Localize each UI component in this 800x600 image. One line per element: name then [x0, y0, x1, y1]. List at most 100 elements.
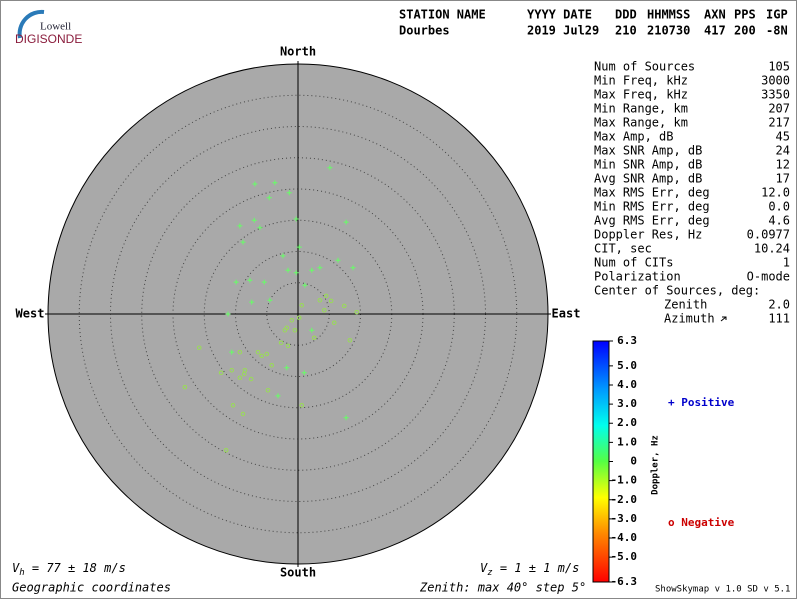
stat-label: Max Range, km	[594, 116, 688, 130]
source-positive	[317, 265, 323, 271]
velocity-symbol: V	[12, 561, 20, 575]
source-negative	[237, 375, 243, 381]
source-negative	[299, 302, 305, 308]
stat-label: Min RMS Err, deg	[594, 200, 710, 214]
logo-swoosh	[17, 9, 45, 39]
stat-value: 12.0	[761, 186, 790, 200]
colorbar-label: 4.0	[617, 378, 637, 391]
stat-label: CIT, sec	[594, 242, 652, 256]
colorbar-title: Doppler, Hz	[651, 435, 661, 495]
header-value: -8N	[766, 24, 788, 38]
source-negative	[331, 320, 337, 326]
stat-value: 12	[776, 158, 790, 172]
stat-label: Num of Sources	[594, 60, 695, 74]
compass-north: North	[280, 45, 316, 59]
velocity-subscript: h	[19, 568, 24, 578]
colorbar-label: -6.3	[611, 575, 638, 588]
stat-value: 217	[768, 116, 790, 130]
source-negative	[321, 307, 327, 313]
stat-value: 4.6	[768, 214, 790, 228]
logo-top: Lowell	[40, 21, 71, 33]
source-negative	[223, 447, 229, 453]
source-negative	[292, 327, 298, 333]
source-positive	[280, 253, 286, 259]
source-positive	[229, 349, 235, 355]
colorbar-label: 6.3	[617, 334, 637, 347]
source-negative	[341, 303, 347, 309]
source-positive	[272, 180, 278, 186]
stat-value: 10.24	[754, 242, 790, 256]
source-negative	[347, 337, 353, 343]
source-negative	[354, 309, 360, 315]
stat-label: Avg SNR Amp, dB	[594, 172, 702, 186]
source-negative	[323, 293, 329, 299]
source-negative	[229, 367, 235, 373]
colorbar-label: -1.0	[611, 474, 638, 487]
source-positive	[302, 282, 308, 288]
velocity-horizontal: Vh = 77 ± 18 m/s	[12, 561, 126, 578]
center-azimuth-label: Azimuth	[664, 312, 715, 326]
footer-coordinates: Geographic coordinates	[12, 581, 171, 595]
source-positive	[327, 165, 333, 171]
source-negative	[265, 387, 271, 393]
velocity-text: = 1 ± 1 m/s	[493, 561, 580, 575]
stat-value: 45	[776, 130, 790, 144]
header-value: 210730	[647, 24, 690, 38]
colorbar-label: -4.0	[611, 531, 638, 544]
source-positive	[301, 370, 307, 376]
source-positive	[247, 277, 253, 283]
source-negative	[285, 343, 291, 349]
source-negative	[240, 411, 246, 417]
source-positive	[285, 267, 291, 273]
source-positive	[284, 365, 290, 371]
source-positive	[309, 327, 315, 333]
source-negative	[278, 340, 284, 346]
velocity-vertical: Vz = 1 ± 1 m/s	[480, 561, 579, 578]
stat-value: 105	[768, 60, 790, 74]
source-negative	[311, 335, 317, 341]
center-title: Center of Sources, deg:	[594, 284, 760, 298]
source-positive	[350, 265, 356, 271]
header-name: IGP	[766, 8, 788, 22]
source-positive	[249, 299, 255, 305]
header-name: STATION NAME	[399, 8, 486, 22]
source-positive	[251, 217, 257, 223]
azimuth-arrow	[720, 316, 727, 322]
stat-value: O-mode	[747, 270, 790, 284]
colorbar-label: -3.0	[611, 512, 638, 525]
velocity-subscript: z	[487, 568, 492, 578]
source-negative	[237, 349, 243, 355]
source-positive	[343, 219, 349, 225]
source-negative	[255, 349, 261, 355]
stat-label: Min SNR Amp, dB	[594, 158, 702, 172]
stat-value: 3000	[761, 74, 790, 88]
source-negative	[196, 345, 202, 351]
colorbar-label: -2.0	[611, 493, 638, 506]
center-azimuth-value: 111	[768, 312, 790, 326]
source-positive	[233, 279, 239, 285]
colorbar-label: 1.0	[617, 435, 637, 448]
header-name: PPS	[734, 8, 756, 22]
stat-label: Max SNR Amp, dB	[594, 144, 702, 158]
stat-value: 1	[783, 256, 790, 270]
header-value: 2019 Jul29	[527, 24, 599, 38]
source-negative	[230, 402, 236, 408]
colorbar-label: 2.0	[617, 416, 637, 429]
source-positive	[240, 239, 246, 245]
source-positive	[343, 415, 349, 421]
velocity-symbol: V	[480, 561, 488, 575]
source-positive	[335, 257, 341, 263]
source-negative	[218, 370, 224, 376]
stat-value: 24	[776, 144, 790, 158]
stat-label: Max Freq, kHz	[594, 88, 688, 102]
colorbar-label: -5.0	[611, 550, 638, 563]
stat-label: Min Freq, kHz	[594, 74, 688, 88]
colorbar	[592, 340, 610, 583]
source-negative	[317, 297, 323, 303]
stat-value: 17	[776, 172, 790, 186]
colorbar-label: 0	[630, 455, 637, 468]
source-negative	[248, 376, 254, 382]
source-positive	[261, 279, 267, 285]
